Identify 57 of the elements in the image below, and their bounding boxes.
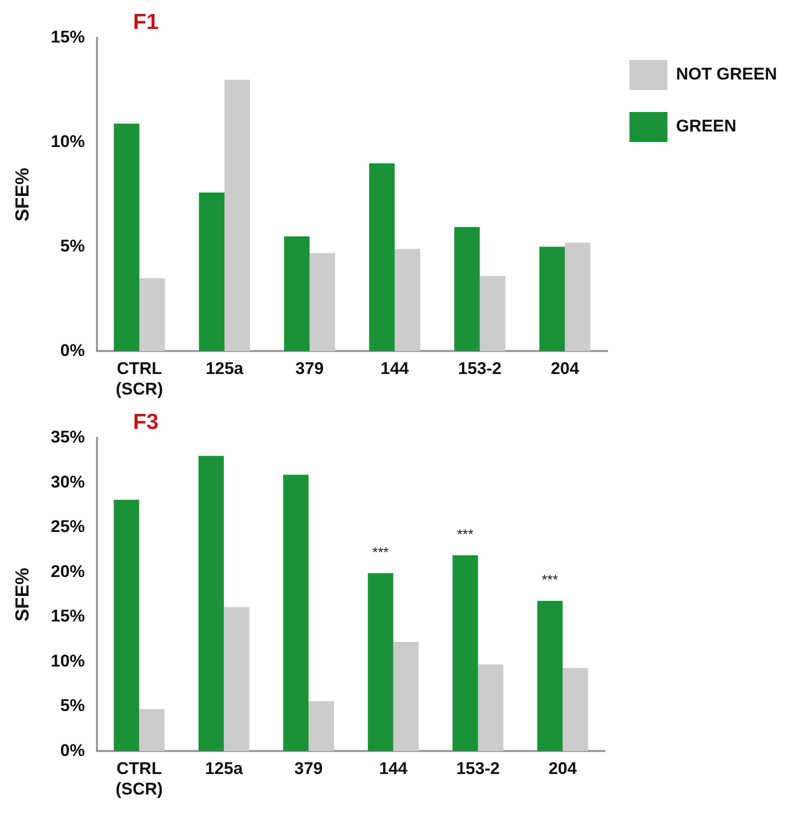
bar <box>283 474 309 752</box>
y-tick-label: 20% <box>50 562 85 581</box>
bar <box>478 664 504 752</box>
y-tick-label: 10% <box>50 651 85 670</box>
x-tick-label: 204 <box>548 759 578 778</box>
bar <box>310 253 336 352</box>
bar <box>114 124 140 352</box>
x-tick-label: CTRL (SCR) <box>116 359 163 398</box>
bar <box>224 607 250 752</box>
chart-title: F3 <box>132 409 159 434</box>
y-tick-label: 15% <box>50 606 85 626</box>
y-tick-label: 25% <box>50 517 85 536</box>
bar <box>394 248 420 352</box>
annotation: *** <box>457 526 474 542</box>
x-tick-label: 204 <box>550 359 580 378</box>
x-tick-label: 379 <box>295 359 324 378</box>
bar <box>139 278 165 352</box>
x-tick-label: 144 <box>380 359 410 378</box>
annotation: *** <box>372 544 390 560</box>
y-tick-label: 15% <box>50 28 85 47</box>
bar <box>139 709 165 752</box>
x-tick-label: 144 <box>379 759 408 778</box>
bar <box>562 668 588 752</box>
x-tick-label: CTRL (SCR) <box>116 759 163 798</box>
bar <box>114 500 140 752</box>
x-tick-label: 153-2 <box>458 359 502 378</box>
bar <box>368 573 394 752</box>
y-axis-title: SFE% <box>12 168 34 222</box>
bar <box>564 242 590 352</box>
y-tick-label: 35% <box>50 428 85 447</box>
y-tick-label: 10% <box>50 132 85 152</box>
y-tick-label: 0% <box>60 740 85 760</box>
bar <box>369 163 395 352</box>
annotation: *** <box>542 572 559 588</box>
bar <box>308 701 334 752</box>
x-tick-label: 379 <box>294 759 323 778</box>
x-tick-label: 125a <box>206 359 244 378</box>
bar <box>537 600 563 752</box>
x-tick-label: 125a <box>204 759 244 778</box>
bar <box>224 80 250 352</box>
y-tick-label: 30% <box>50 472 85 492</box>
chart-title: F1 <box>132 9 159 34</box>
bar <box>539 246 565 352</box>
y-tick-label: 5% <box>60 236 85 256</box>
y-tick-label: 0% <box>60 340 85 360</box>
bar <box>284 236 310 352</box>
bar <box>393 642 419 752</box>
legend-label: GREEN <box>676 116 736 136</box>
y-tick-label: 5% <box>60 696 85 716</box>
x-tick-label: 153-2 <box>456 759 500 778</box>
y-axis-title: SFE% <box>12 568 34 622</box>
legend-label: NOT GREEN <box>676 64 777 84</box>
bar <box>198 192 224 352</box>
bar <box>454 226 480 352</box>
bar <box>452 555 478 752</box>
bar <box>480 276 506 352</box>
bar <box>198 456 224 752</box>
